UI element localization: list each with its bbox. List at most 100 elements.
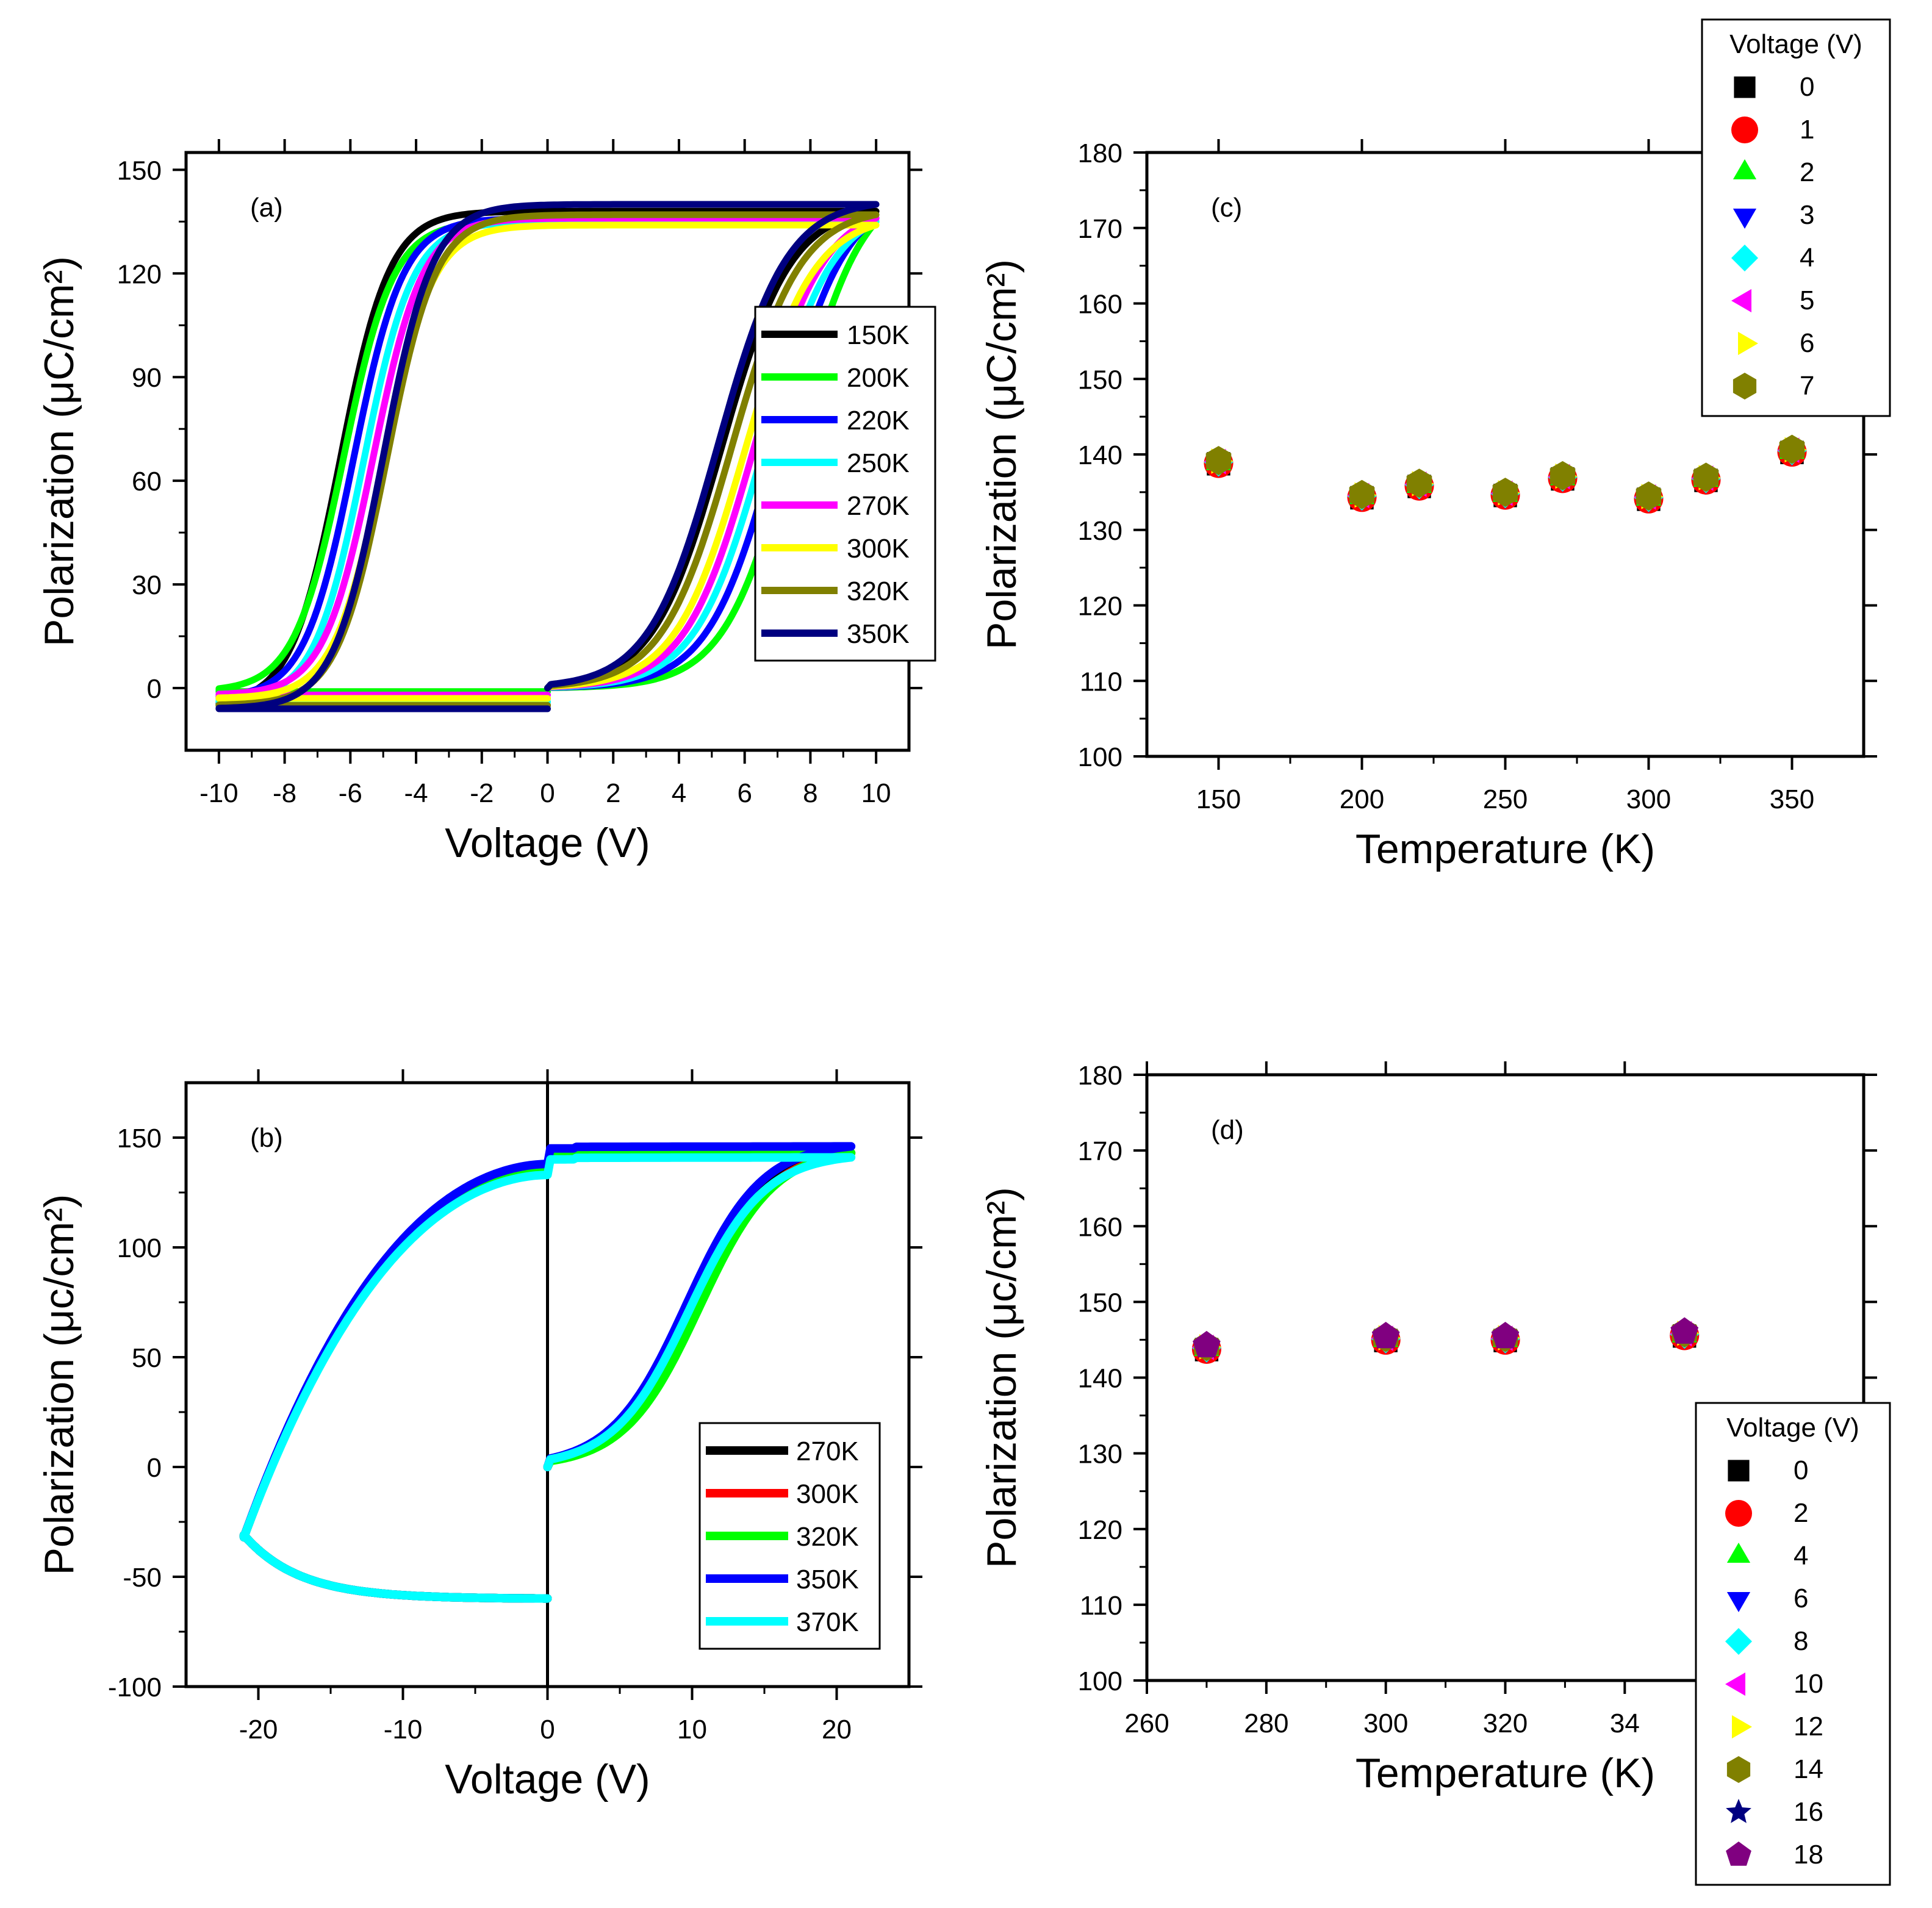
y-tick-label: -100 xyxy=(108,1673,162,1702)
legend-marker-1 xyxy=(1731,117,1758,143)
legend-marker-4 xyxy=(1731,245,1758,271)
y-tick-label: 60 xyxy=(132,467,162,497)
legend-marker-7 xyxy=(1733,373,1757,400)
legend-label: 4 xyxy=(1794,1541,1808,1571)
panel-c-legend: Voltage (V) 0 1 2 3 4 5 6 7 xyxy=(1701,18,1891,417)
legend-label: 14 xyxy=(1794,1754,1823,1784)
legend-label: 320K xyxy=(796,1522,859,1552)
y-tick-label: 0 xyxy=(147,1453,162,1483)
x-tick-label: 150 xyxy=(1196,784,1241,814)
legend-label: 250K xyxy=(847,448,910,478)
y-tick-label: 130 xyxy=(1078,516,1122,546)
legend-label: 350K xyxy=(847,619,910,649)
x-tick-label: -10 xyxy=(384,1715,423,1745)
x-axis-title: Voltage (V) xyxy=(445,820,650,866)
data-point xyxy=(1670,1317,1699,1344)
x-tick-label: 280 xyxy=(1244,1709,1288,1738)
x-tick-label: -20 xyxy=(239,1715,278,1745)
loop-line-350K xyxy=(215,201,880,712)
y-tick-label: 170 xyxy=(1078,214,1122,244)
data-point xyxy=(1550,461,1576,490)
y-tick-label: 100 xyxy=(117,1233,162,1263)
panel-label: (d) xyxy=(1211,1115,1244,1145)
legend-label: 300K xyxy=(847,534,910,564)
y-tick-label: 110 xyxy=(1080,1591,1122,1621)
panel-label: (c) xyxy=(1211,193,1242,223)
legend-marker-16 xyxy=(1726,1799,1751,1823)
y-tick-label: 160 xyxy=(1078,290,1122,320)
legend-label: 0 xyxy=(1794,1455,1808,1485)
legend-marker-14 xyxy=(1726,1756,1751,1783)
legend-box xyxy=(1695,1402,1891,1886)
panel-label: (b) xyxy=(250,1123,283,1153)
y-tick-label: 130 xyxy=(1078,1440,1122,1469)
legend-marker-6 xyxy=(1726,1592,1751,1612)
y-tick-label: 160 xyxy=(1078,1212,1122,1242)
panel-d-legend: Voltage (V) 0 2 4 6 8 10 12 14 16 18 xyxy=(1695,1402,1891,1886)
legend-label: 200K xyxy=(847,363,910,393)
y-tick-label: 120 xyxy=(1078,592,1122,622)
x-tick-label: -8 xyxy=(273,778,296,808)
y-axis-title: Polarization (μc/cm²) xyxy=(36,1194,82,1576)
x-tick-label: 6 xyxy=(737,778,752,808)
x-tick-label: 250 xyxy=(1483,784,1528,814)
y-tick-label: 0 xyxy=(147,674,162,704)
legend-marker-2 xyxy=(1733,159,1757,179)
panel-b-series xyxy=(239,1142,856,1603)
legend-marker-4 xyxy=(1726,1543,1751,1563)
legend-label: 350K xyxy=(796,1565,859,1594)
y-tick-label: 150 xyxy=(1078,365,1122,395)
data-point xyxy=(1491,1322,1520,1349)
x-tick-label: 0 xyxy=(540,778,555,808)
legend-marker-10 xyxy=(1725,1672,1745,1696)
legend-title: Voltage (V) xyxy=(1726,1413,1859,1443)
y-tick-label: 50 xyxy=(132,1343,162,1373)
legend-label: 16 xyxy=(1794,1797,1823,1827)
legend-label: 7 xyxy=(1800,371,1814,401)
x-tick-label: 10 xyxy=(861,778,891,808)
legend-label: 220K xyxy=(847,406,910,436)
panel-b-legend: 270K 300K 320K 350K 370K xyxy=(698,1422,881,1650)
data-point xyxy=(1371,1322,1400,1349)
legend-label: 150K xyxy=(847,320,910,350)
x-tick-label: -6 xyxy=(339,778,362,808)
y-tick-label: 180 xyxy=(1078,138,1122,168)
legend-label: 2 xyxy=(1800,157,1814,187)
x-tick-label: -2 xyxy=(470,778,494,808)
panel-a-legend: 150K 200K 220K 250K 270K 300K 320K 350K xyxy=(754,306,936,662)
x-axis-title: Voltage (V) xyxy=(445,1756,650,1802)
x-tick-label: 8 xyxy=(803,778,817,808)
y-tick-label: 100 xyxy=(1078,742,1122,772)
panel-d-points xyxy=(1191,1317,1700,1364)
x-tick-label: 200 xyxy=(1340,784,1384,814)
data-point xyxy=(1636,481,1662,511)
legend-label: 270K xyxy=(796,1436,859,1466)
data-point xyxy=(1492,478,1518,507)
panel-a-axes: -10 -8 -6 -4 -2 0 2 4 6 8 10 0 30 60 90 120 150 Voltage (… xyxy=(36,139,922,866)
legend-label: 270K xyxy=(847,491,910,521)
data-point xyxy=(1779,434,1805,464)
legend-marker-2 xyxy=(1725,1500,1752,1527)
legend-marker-18 xyxy=(1726,1842,1751,1866)
data-point xyxy=(1205,446,1232,476)
y-tick-label: 150 xyxy=(117,1124,162,1153)
y-tick-label: 110 xyxy=(1080,667,1122,697)
legend-title: Voltage (V) xyxy=(1729,29,1862,59)
data-point xyxy=(1693,462,1719,492)
y-tick-label: 30 xyxy=(132,570,162,600)
x-tick-label: 260 xyxy=(1124,1709,1169,1738)
legend-label: 0 xyxy=(1800,72,1814,102)
legend-label: 3 xyxy=(1800,200,1814,230)
x-tick-label: 300 xyxy=(1626,784,1671,814)
x-tick-label: 4 xyxy=(672,778,686,808)
y-tick-label: 180 xyxy=(1078,1061,1122,1091)
legend-marker-5 xyxy=(1731,289,1751,313)
panel-c-axes: 150 200 250 300 350 100 110 120 130 140 150 160 170 1… xyxy=(979,138,1877,872)
legend-label: 10 xyxy=(1794,1669,1823,1699)
y-tick-label: 150 xyxy=(117,156,162,185)
legend-label: 18 xyxy=(1794,1840,1823,1870)
legend-label: 8 xyxy=(1794,1626,1808,1656)
legend-label: 4 xyxy=(1800,243,1814,273)
x-tick-label: -4 xyxy=(404,778,428,808)
